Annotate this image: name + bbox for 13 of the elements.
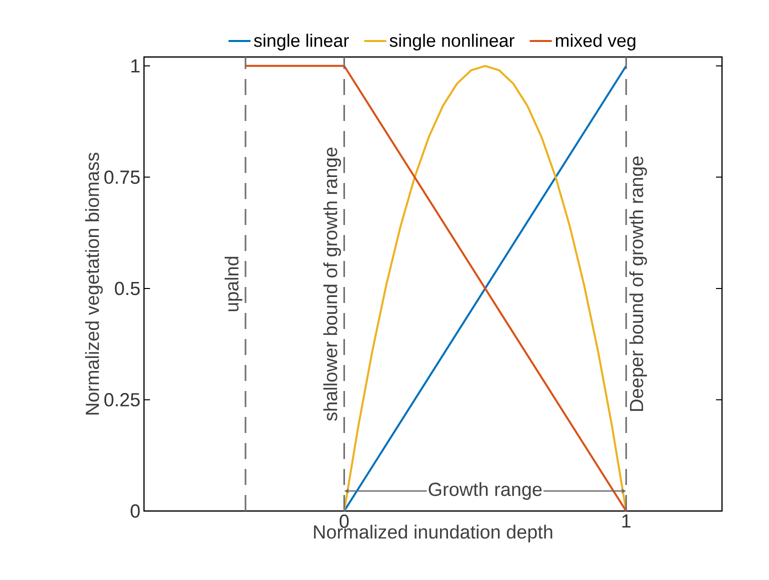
y-tick-label: 0.75 bbox=[104, 170, 140, 184]
y-axis-title: Normalized vegetation biomass bbox=[85, 152, 103, 414]
legend-label: single linear bbox=[254, 34, 349, 50]
y-tick-label: 0.25 bbox=[104, 393, 140, 406]
ref-line-label: Deeper bound of growth range bbox=[629, 156, 647, 411]
legend-label: single nonlinear bbox=[390, 34, 514, 50]
ref-line-label: shallower bound of growth range bbox=[323, 148, 341, 421]
ref-line-label: upalnd bbox=[224, 256, 242, 312]
legend-label: mixed veg bbox=[556, 34, 636, 50]
y-tick-label: 1 bbox=[131, 59, 140, 72]
y-tick-label: 0 bbox=[130, 504, 140, 518]
y-tick-label: 0.5 bbox=[114, 282, 140, 296]
annotation: Growth range bbox=[428, 482, 542, 500]
